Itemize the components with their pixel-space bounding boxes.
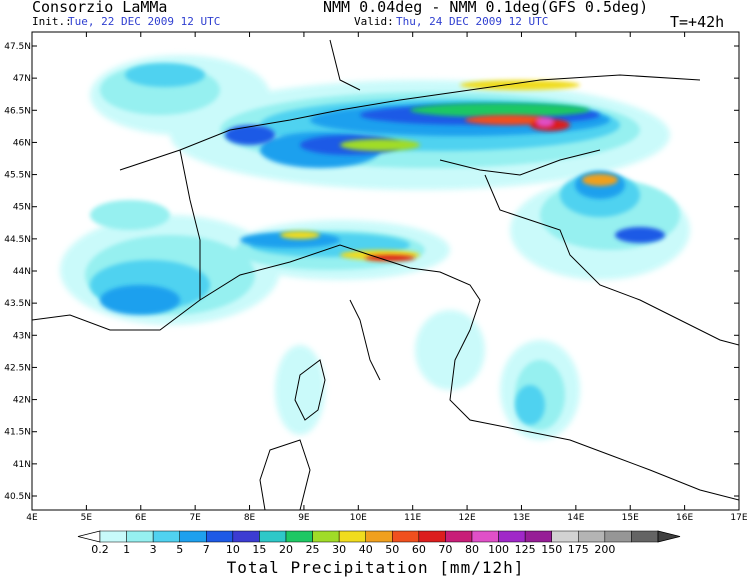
lat-tick-label: 43N [13,331,31,341]
colorbar-swatch [179,530,207,543]
colorbar-swatch [498,530,526,543]
latitude-axis: 47.5N 47N 46.5N 46N 45.5N 45N 44.5N 44N 43.5N 43N… [4,42,739,502]
lon-tick-label: 13E [513,513,530,523]
colorbar-over-arrow [657,530,681,543]
colorbar-swatch [365,530,393,543]
colorbar-swatch [126,530,154,543]
lon-tick-label: 9E [298,513,310,523]
colorbar-level-label: 175 [568,543,589,556]
colorbar-level-label: 0.2 [91,543,109,556]
lon-tick-label: 10E [350,513,367,523]
lat-tick-label: 42N [13,396,31,406]
colorbar-swatch [578,530,606,543]
lat-tick-label: 41N [13,460,31,470]
colorbar-swatch [471,530,499,543]
lon-tick-label: 7E [189,513,201,523]
lat-tick-label: 44N [13,267,31,277]
precip-field [60,55,690,440]
colorbar-swatch [551,530,579,543]
colorbar: 0.2 1 3 5 7 10 15 20 25 30 40 50 60 70 80 100 125 150 175 2… [77,530,681,556]
lon-tick-label: 8E [244,513,256,523]
colorbar-swatch [99,530,127,543]
lat-tick-label: 41.5N [4,428,31,438]
colorbar-level-label: 7 [203,543,210,556]
colorbar-title: Total Precipitation [mm/12h] [226,558,525,577]
colorbar-swatch [285,530,313,543]
lat-tick-label: 47.5N [4,42,31,52]
colorbar-level-label: 10 [226,543,240,556]
longitude-axis: 4E 5E 6E 7E 8E 9E 10E 11E 12E 13E 14E 15E 16E 17E [26,32,748,523]
lon-tick-label: 6E [135,513,147,523]
colorbar-level-label: 25 [306,543,320,556]
colorbar-swatch [445,530,473,543]
lat-tick-label: 40.5N [4,492,31,502]
colorbar-swatch [232,530,260,543]
colorbar-level-label: 5 [176,543,183,556]
lon-tick-label: 15E [622,513,639,523]
colorbar-swatch [392,530,420,543]
lead-time: T=+42h [670,13,725,31]
colorbar-level-label: 20 [279,543,293,556]
lon-tick-label: 5E [81,513,93,523]
lat-tick-label: 42.5N [4,363,31,373]
colorbar-level-label: 80 [465,543,479,556]
lat-tick-label: 43.5N [4,299,31,309]
init-value: Tue, 22 DEC 2009 12 UTC [68,15,221,28]
colorbar-level-label: 30 [332,543,346,556]
colorbar-level-label: 50 [385,543,399,556]
lat-tick-label: 47N [13,74,31,84]
lon-tick-label: 17E [730,513,747,523]
lon-tick-label: 16E [676,513,693,523]
colorbar-under-arrow [77,530,101,543]
colorbar-swatch [524,530,552,543]
lat-tick-label: 44.5N [4,235,31,245]
valid-value: Thu, 24 DEC 2009 12 UTC [396,15,549,28]
colorbar-level-label: 100 [488,543,509,556]
lat-tick-label: 46N [13,138,31,148]
colorbar-level-label: 40 [359,543,373,556]
lat-tick-label: 46.5N [4,106,31,116]
coastlines [32,39,739,510]
colorbar-swatch [631,530,659,543]
lon-tick-label: 4E [26,513,38,523]
colorbar-level-label: 15 [252,543,266,556]
colorbar-level-label: 70 [438,543,452,556]
valid-label: Valid: [354,15,394,28]
lon-tick-label: 12E [459,513,476,523]
init-label: Init.: [32,15,72,28]
colorbar-level-label: 200 [594,543,615,556]
colorbar-level-label: 125 [515,543,536,556]
model-title: NMM 0.04deg - NMM 0.1deg(GFS 0.5deg) [323,0,649,16]
colorbar-swatch [418,530,446,543]
lon-tick-label: 11E [404,513,421,523]
colorbar-level-label: 60 [412,543,426,556]
colorbar-swatch [312,530,340,543]
lat-tick-label: 45N [13,203,31,213]
colorbar-level-label: 150 [541,543,562,556]
colorbar-swatch [604,530,632,543]
lat-tick-label: 45.5N [4,171,31,181]
org-title: Consorzio LaMMa [32,0,168,16]
colorbar-swatch [338,530,366,543]
colorbar-swatch [259,530,287,543]
colorbar-swatch [152,530,180,543]
lon-tick-label: 14E [567,513,584,523]
colorbar-level-label: 3 [150,543,157,556]
colorbar-swatch [206,530,234,543]
colorbar-level-label: 1 [123,543,130,556]
